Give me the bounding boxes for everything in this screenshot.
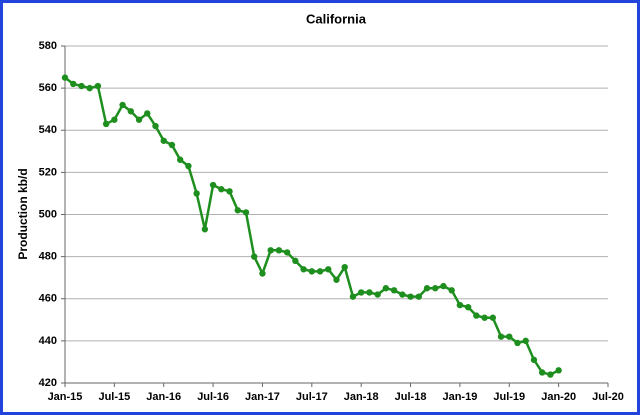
- y-tick-label: 540: [39, 124, 57, 136]
- data-point: [374, 291, 381, 298]
- data-point: [226, 188, 233, 195]
- data-point: [218, 186, 225, 193]
- data-point: [316, 268, 324, 275]
- x-tick-label: Jul-16: [197, 391, 229, 403]
- data-point: [415, 293, 422, 300]
- x-tick-label: Jan-17: [245, 391, 280, 403]
- data-point: [267, 247, 274, 254]
- x-tick-label: Jan-18: [344, 391, 379, 403]
- x-tick-label: Jul-20: [592, 391, 624, 403]
- data-point: [160, 137, 167, 144]
- data-point: [538, 369, 546, 376]
- data-point: [390, 287, 398, 294]
- data-point: [102, 120, 110, 128]
- data-point: [176, 156, 184, 163]
- x-tick-label: Jan-19: [442, 391, 477, 403]
- data-point: [234, 207, 241, 214]
- y-axis-label: Production kb/d: [16, 168, 30, 259]
- data-point: [152, 122, 159, 130]
- y-tick-label: 420: [39, 377, 57, 389]
- data-point: [275, 247, 283, 254]
- y-tick-label: 460: [39, 293, 57, 305]
- data-point: [127, 108, 135, 115]
- x-tick-label: Jan-16: [146, 391, 181, 403]
- data-point: [399, 291, 406, 298]
- data-point: [61, 74, 69, 81]
- x-tick-label: Jan-15: [48, 391, 83, 403]
- x-tick-label: Jul-17: [296, 391, 328, 403]
- data-point: [168, 141, 176, 149]
- data-point: [283, 249, 291, 256]
- y-tick-label: 520: [39, 166, 57, 178]
- data-point: [497, 333, 505, 340]
- data-point: [481, 314, 488, 321]
- data-point: [464, 303, 472, 311]
- data-point: [555, 367, 562, 374]
- data-point: [325, 266, 332, 273]
- data-point: [259, 270, 266, 277]
- data-point: [440, 282, 447, 290]
- y-tick-label: 440: [39, 335, 57, 347]
- data-point: [300, 266, 307, 273]
- data-point: [94, 82, 102, 90]
- x-tick-label: Jul-19: [493, 391, 525, 403]
- data-point: [382, 285, 390, 292]
- data-point: [111, 116, 118, 123]
- data-point: [251, 253, 258, 260]
- data-point: [242, 209, 250, 216]
- data-point: [506, 333, 513, 340]
- data-point: [530, 356, 538, 364]
- data-point: [292, 257, 299, 265]
- data-point: [135, 116, 143, 123]
- x-tick-label: Jul-18: [395, 391, 427, 403]
- data-point: [473, 312, 480, 319]
- data-point: [308, 268, 316, 275]
- data-point: [193, 190, 200, 197]
- y-tick-label: 480: [39, 251, 57, 263]
- data-point: [366, 289, 373, 296]
- data-point: [333, 276, 340, 283]
- data-point: [86, 84, 93, 92]
- data-point: [456, 301, 464, 309]
- data-point: [489, 314, 497, 321]
- data-point: [514, 339, 521, 347]
- data-point: [78, 82, 85, 90]
- y-tick-label: 580: [39, 40, 57, 52]
- data-point: [144, 110, 151, 117]
- data-point: [423, 285, 431, 292]
- data-point: [432, 285, 439, 292]
- data-point: [209, 181, 217, 189]
- chart-title: California: [306, 11, 367, 26]
- data-point: [70, 80, 77, 88]
- data-point: [547, 371, 554, 378]
- x-tick-label: Jan-20: [541, 391, 576, 403]
- data-point: [119, 101, 126, 109]
- data-point: [201, 226, 209, 233]
- y-tick-label: 560: [39, 82, 57, 94]
- data-point: [407, 293, 414, 300]
- data-point: [357, 289, 365, 296]
- data-point: [448, 287, 455, 294]
- x-tick-label: Jul-15: [98, 391, 130, 403]
- data-point: [341, 263, 348, 271]
- data-point: [522, 337, 529, 345]
- y-tick-label: 500: [39, 208, 57, 220]
- data-point: [349, 293, 357, 300]
- data-point: [185, 162, 192, 170]
